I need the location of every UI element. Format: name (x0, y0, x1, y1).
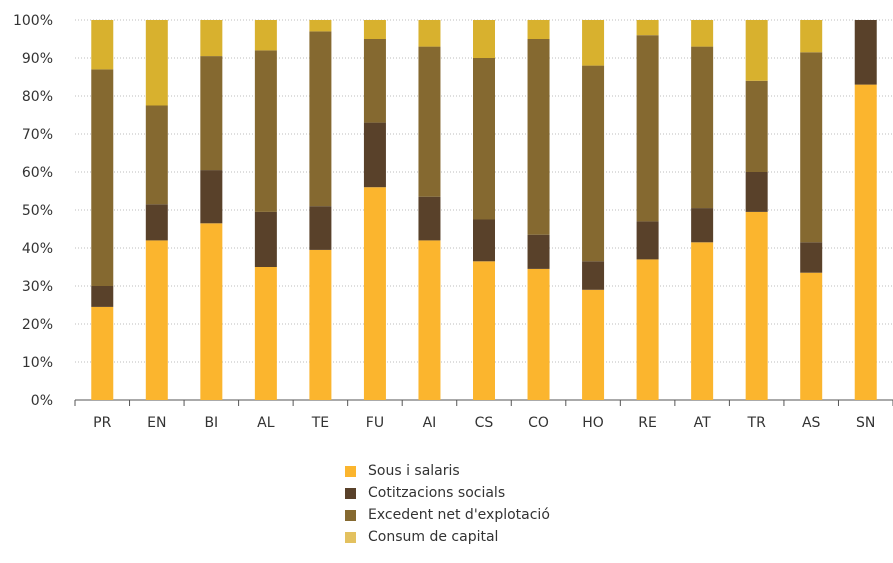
legend-item-sous-i-salaris: Sous i salaris (345, 460, 550, 482)
bar-segment-cotitzacions-socials (91, 286, 114, 307)
x-tick-label: PR (93, 415, 111, 431)
bar-segment-sous-i-salaris (254, 267, 277, 400)
bar-segment-consum-de-capital (691, 20, 714, 47)
legend-swatch (345, 465, 356, 477)
bar-segment-excedent-net-d-explotaci (91, 69, 114, 287)
bar-segment-cotitzacions-socials (854, 20, 877, 85)
bar-segment-sous-i-salaris (418, 240, 441, 400)
x-tick-label: HO (582, 415, 604, 431)
x-tick-label: CS (475, 415, 494, 431)
stacked-bar-chart: 0% 10% 20% 30% 40% 50% 60% 70% 80% 90% 100% PR EN BI A… (13, 13, 893, 431)
y-tick-label: 50% (22, 203, 53, 219)
bar-segment-cotitzacions-socials (473, 219, 495, 262)
bar-segment-consum-de-capital (145, 20, 168, 106)
x-tick-label: AI (423, 415, 437, 431)
bar-segment-cotitzacions-socials (636, 221, 659, 260)
x-tick-label: BI (204, 415, 218, 431)
legend-swatch (345, 487, 356, 499)
bar-segment-sous-i-salaris (582, 289, 605, 400)
legend-item-cotitzacions-socials: Cotitzacions socials (345, 482, 550, 504)
bar-segment-sous-i-salaris (636, 259, 659, 400)
x-tick-label: TR (747, 415, 767, 431)
bar-segment-cotitzacions-socials (418, 196, 441, 241)
y-tick-label: 0% (31, 393, 53, 409)
bar-segment-sous-i-salaris (745, 211, 768, 400)
legend-label: Excedent net d'explotació (368, 507, 550, 523)
x-tick-label: TE (311, 415, 329, 431)
x-tick-label: FU (366, 415, 384, 431)
bar-segment-excedent-net-d-explotaci (363, 39, 386, 123)
bar-segment-sous-i-salaris (800, 272, 823, 400)
bar-segment-cotitzacions-socials (363, 122, 386, 188)
bar-segment-consum-de-capital (800, 20, 823, 53)
bar-segment-sous-i-salaris (473, 261, 495, 400)
bar-segment-excedent-net-d-explotaci (745, 80, 768, 172)
bar-segment-consum-de-capital (745, 20, 768, 81)
y-tick-label: 60% (22, 165, 53, 181)
legend-label: Consum de capital (368, 529, 499, 545)
legend-label: Sous i salaris (368, 463, 460, 479)
bar-segment-sous-i-salaris (527, 268, 550, 400)
bar-segment-cotitzacions-socials (745, 172, 768, 212)
bar-segment-cotitzacions-socials (254, 211, 277, 267)
legend-label: Cotitzacions socials (368, 485, 506, 501)
bar-segment-excedent-net-d-explotaci (145, 105, 168, 205)
y-tick-label: 70% (22, 127, 53, 143)
bar-segment-consum-de-capital (418, 20, 441, 47)
bar-segment-sous-i-salaris (309, 249, 332, 400)
bar-segment-consum-de-capital (527, 20, 550, 39)
y-tick-label: 20% (22, 317, 53, 333)
bar-segment-excedent-net-d-explotaci (582, 65, 605, 262)
legend-swatch (345, 531, 356, 543)
y-tick-label: 90% (22, 51, 53, 67)
bar-segment-consum-de-capital (582, 20, 605, 66)
x-tick-label: AL (257, 415, 275, 431)
bar-segment-consum-de-capital (473, 20, 495, 58)
x-tick-label: CO (528, 415, 549, 431)
bar-segment-excedent-net-d-explotaci (254, 50, 277, 212)
bar-segment-sous-i-salaris (200, 223, 223, 400)
bar-segment-consum-de-capital (200, 20, 223, 57)
x-tick-label: RE (638, 415, 657, 431)
bar-segment-sous-i-salaris (691, 242, 714, 400)
y-tick-label: 40% (22, 241, 53, 257)
x-tick-label: AS (802, 415, 821, 431)
bar-segment-excedent-net-d-explotaci (473, 58, 495, 220)
legend: Sous i salaris Cotitzacions socials Exce… (345, 460, 550, 548)
y-tick-label: 100% (13, 13, 53, 29)
bar-segment-consum-de-capital (91, 20, 114, 70)
bar-segment-excedent-net-d-explotaci (309, 31, 332, 207)
x-tick-label: SN (856, 415, 875, 431)
bar-segment-cotitzacions-socials (582, 261, 605, 290)
bar-segment-consum-de-capital (363, 20, 386, 39)
bar-segment-cotitzacions-socials (800, 242, 823, 273)
bar-segment-excedent-net-d-explotaci (636, 35, 659, 222)
legend-item-consum-de-capital: Consum de capital (345, 526, 550, 548)
bar-segment-cotitzacions-socials (527, 234, 550, 269)
bar-segment-consum-de-capital (309, 20, 332, 32)
bar-segment-excedent-net-d-explotaci (200, 56, 223, 171)
bar-segment-excedent-net-d-explotaci (527, 39, 550, 235)
bar-segment-consum-de-capital (254, 20, 277, 51)
bar-segment-cotitzacions-socials (691, 208, 714, 243)
y-tick-label: 30% (22, 279, 53, 295)
legend-item-excedent-net: Excedent net d'explotació (345, 504, 550, 526)
legend-swatch (345, 509, 356, 521)
bar-segment-excedent-net-d-explotaci (800, 52, 823, 243)
bar-segment-cotitzacions-socials (145, 204, 168, 241)
bar-segment-sous-i-salaris (854, 84, 877, 400)
bar-segment-cotitzacions-socials (200, 170, 223, 224)
bar-segment-sous-i-salaris (363, 187, 386, 400)
y-tick-label: 10% (22, 355, 53, 371)
bar-segment-sous-i-salaris (145, 240, 168, 400)
x-tick-label: EN (147, 415, 166, 431)
x-tick-label: AT (694, 415, 711, 431)
bar-segment-sous-i-salaris (91, 306, 114, 400)
bar-segment-consum-de-capital (636, 20, 659, 36)
y-tick-label: 80% (22, 89, 53, 105)
bar-segment-excedent-net-d-explotaci (418, 46, 441, 197)
bar-segment-cotitzacions-socials (309, 206, 332, 250)
bar-segment-excedent-net-d-explotaci (691, 46, 714, 209)
